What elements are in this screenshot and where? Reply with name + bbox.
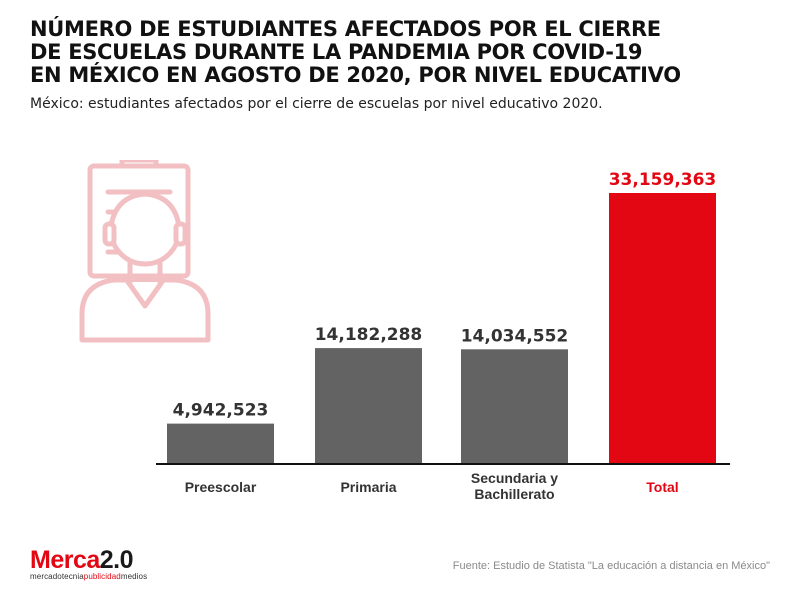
logo-tagline: mercadotecniapublicidadmedios	[30, 572, 147, 581]
logo-brand-red: Merca	[30, 546, 100, 574]
logo-wordmark: Merca2.0	[30, 546, 147, 574]
chart-title: NÚMERO DE ESTUDIANTES AFECTADOS POR EL C…	[30, 18, 770, 87]
person-icon	[79, 191, 211, 343]
chart-subtitle: México: estudiantes afectados por el cie…	[30, 96, 603, 112]
bar-2	[315, 348, 422, 464]
tick-label-2: Primaria	[340, 479, 396, 495]
data-label-3: 14,034,552	[461, 326, 569, 346]
tick-label-total: Total	[646, 479, 678, 495]
merca20-logo: Merca2.0 mercadotecniapublicidadmedios	[30, 546, 147, 582]
bar-total	[609, 193, 716, 464]
bar-1	[167, 423, 274, 464]
tick-label-3-line-2: Bachillerato	[474, 486, 554, 502]
data-label-1: 4,942,523	[173, 401, 269, 421]
chart-title-line-1: NÚMERO DE ESTUDIANTES AFECTADOS POR EL C…	[30, 17, 661, 41]
bar-3	[461, 349, 568, 464]
data-label-total: 33,159,363	[609, 170, 717, 190]
tick-label-3-line-1: Secundaria y	[471, 470, 558, 486]
logo-tagline-mid: publicidad	[83, 572, 121, 581]
logo-tagline-end: medios	[120, 572, 148, 581]
chart-title-line-3: EN MÉXICO EN AGOSTO DE 2020, POR NIVEL E…	[30, 63, 681, 87]
chart-title-line-2: DE ESCUELAS DURANTE LA PANDEMIA POR COVI…	[30, 40, 643, 64]
data-label-2: 14,182,288	[315, 325, 423, 345]
source-note: Fuente: Estudio de Statista "La educació…	[452, 560, 770, 572]
tick-label-1: Preescolar	[185, 479, 257, 495]
logo-brand-black: 2.0	[99, 546, 134, 574]
logo-tagline-start: mercadotecnia	[30, 572, 84, 581]
